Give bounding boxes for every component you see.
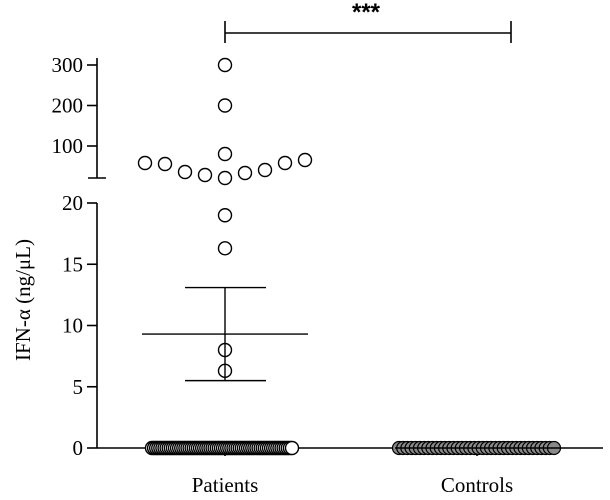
x-tick-label: Controls (441, 473, 513, 497)
data-point-patients (217, 98, 233, 113)
data-point-patients (157, 156, 173, 172)
y-tick-label: 100 (52, 134, 84, 158)
x-tick-label: Patients (192, 473, 259, 497)
y-tick-label: 0 (73, 436, 84, 460)
data-point-patients (217, 146, 233, 162)
data-point-patients (217, 170, 233, 186)
data-point-patients (284, 440, 300, 456)
marks (137, 57, 562, 456)
data-point-patients (177, 164, 193, 180)
data-point-patients (297, 152, 313, 168)
data-point-patients (237, 165, 253, 181)
y-tick-label: 200 (52, 94, 84, 118)
significance-label: *** (352, 0, 381, 26)
data-point-patients (217, 57, 233, 73)
y-tick-label: 10 (62, 314, 83, 338)
data-point-patients (257, 162, 273, 178)
data-point-patients (217, 241, 233, 256)
y-tick-label: 5 (73, 375, 84, 399)
y-tick-label: 15 (62, 252, 83, 276)
data-point-patients (137, 155, 153, 171)
axes: 0 5 10 15 20 100 200 300 Patients Controls (52, 21, 603, 497)
data-point-patients (217, 208, 233, 223)
data-point-patients (277, 155, 293, 171)
data-point-patients (197, 167, 213, 183)
y-tick-label: 300 (52, 53, 84, 77)
y-tick-label: 20 (62, 191, 83, 215)
y-axis-title: IFN-α (ng/μL) (11, 239, 35, 361)
